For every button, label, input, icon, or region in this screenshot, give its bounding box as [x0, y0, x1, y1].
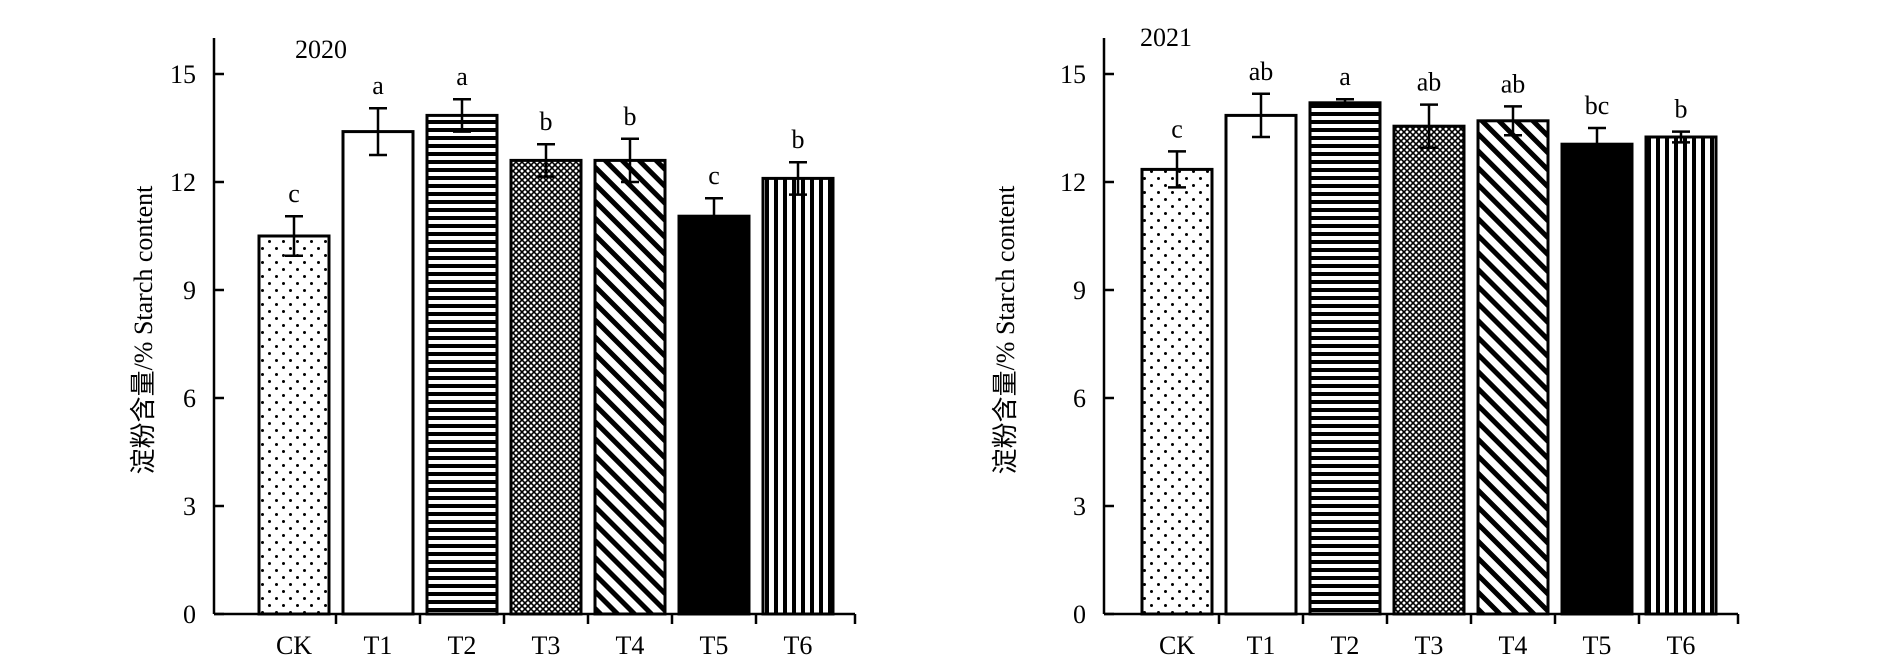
bar-t2 — [425, 113, 499, 616]
significance-label: b — [1675, 95, 1688, 124]
x-tick-label: T2 — [448, 631, 477, 660]
x-tick-label: T5 — [700, 631, 729, 660]
y-tick-label: 3 — [183, 492, 196, 521]
significance-label: bc — [1585, 91, 1610, 120]
significance-label: a — [372, 71, 384, 100]
error-bar-ck — [285, 214, 303, 258]
error-bar-t2 — [453, 97, 471, 133]
y-tick-label: 3 — [1073, 492, 1086, 521]
y-tick-label: 12 — [1060, 168, 1086, 197]
x-tick-label: T6 — [784, 631, 813, 660]
error-bar-t5 — [1588, 126, 1606, 162]
error-bar-t3 — [537, 142, 555, 178]
significance-label: ab — [1417, 68, 1442, 97]
error-bar-t5 — [705, 196, 723, 236]
significance-label: c — [1171, 114, 1183, 143]
error-bar-t6 — [1672, 130, 1690, 144]
y-tick-label: 0 — [183, 600, 196, 629]
error-bar-t4 — [621, 137, 639, 184]
significance-label: b — [540, 107, 553, 136]
bar-t1 — [341, 130, 415, 616]
bar-t4 — [593, 158, 667, 616]
bar-ck — [257, 234, 331, 616]
significance-label: a — [1339, 62, 1351, 91]
y-tick-label: 6 — [1073, 384, 1086, 413]
bar-t2 — [1308, 101, 1382, 616]
bar-t6 — [761, 176, 835, 616]
x-tick-label: CK — [1159, 631, 1195, 660]
bar-t4 — [1476, 119, 1550, 616]
y-tick-label: 9 — [183, 276, 196, 305]
error-bar-t1 — [369, 106, 387, 157]
significance-label: ab — [1249, 57, 1274, 86]
chart-2020: 0 3 6 9 12 15 c CK a T1 a T2 b T3 b T4 c T5 b T6 2020 淀粉含量/% … — [129, 35, 857, 660]
error-bar-ck — [1168, 150, 1186, 189]
y-axis-label: 淀粉含量/% Starch content — [991, 185, 1020, 475]
error-bar-t2 — [1336, 97, 1354, 108]
chart-title: 2021 — [1140, 23, 1192, 52]
chart-title: 2020 — [295, 35, 347, 64]
x-tick-label: T4 — [1499, 631, 1528, 660]
x-tick-label: T3 — [1415, 631, 1444, 660]
error-bar-t1 — [1252, 92, 1270, 139]
y-tick-label: 9 — [1073, 276, 1086, 305]
significance-label: c — [708, 161, 720, 190]
bar-t1 — [1224, 113, 1298, 616]
bar-t5 — [677, 214, 751, 616]
significance-label: a — [456, 62, 468, 91]
y-tick-label: 15 — [1060, 60, 1086, 89]
y-tick-label: 15 — [170, 60, 196, 89]
x-tick-label: T6 — [1667, 631, 1696, 660]
x-tick-label: T1 — [1247, 631, 1276, 660]
bar-t3 — [1392, 124, 1466, 616]
y-tick-label: 0 — [1073, 600, 1086, 629]
bar-ck — [1140, 167, 1214, 616]
significance-label: b — [792, 125, 805, 154]
x-tick-label: T3 — [532, 631, 561, 660]
significance-label: ab — [1501, 69, 1526, 98]
bar-t3 — [509, 158, 583, 616]
bar-t6 — [1644, 135, 1718, 616]
y-axis-label: 淀粉含量/% Starch content — [129, 185, 158, 475]
y-tick-label: 12 — [170, 168, 196, 197]
chart-2021: 0 3 6 9 12 15 c CK ab T1 a T2 ab T3 ab T4 bc T5 b T6 2021 淀粉含… — [991, 23, 1740, 660]
x-tick-label: T4 — [616, 631, 645, 660]
x-tick-label: T2 — [1331, 631, 1360, 660]
significance-label: c — [288, 179, 300, 208]
y-tick-label: 6 — [183, 384, 196, 413]
x-tick-label: T1 — [364, 631, 393, 660]
error-bar-t6 — [789, 160, 807, 196]
significance-label: b — [624, 102, 637, 131]
x-tick-label: T5 — [1583, 631, 1612, 660]
bar-t5 — [1560, 142, 1634, 616]
error-bar-t4 — [1504, 105, 1522, 137]
error-bar-t3 — [1420, 103, 1438, 150]
x-tick-label: CK — [276, 631, 312, 660]
